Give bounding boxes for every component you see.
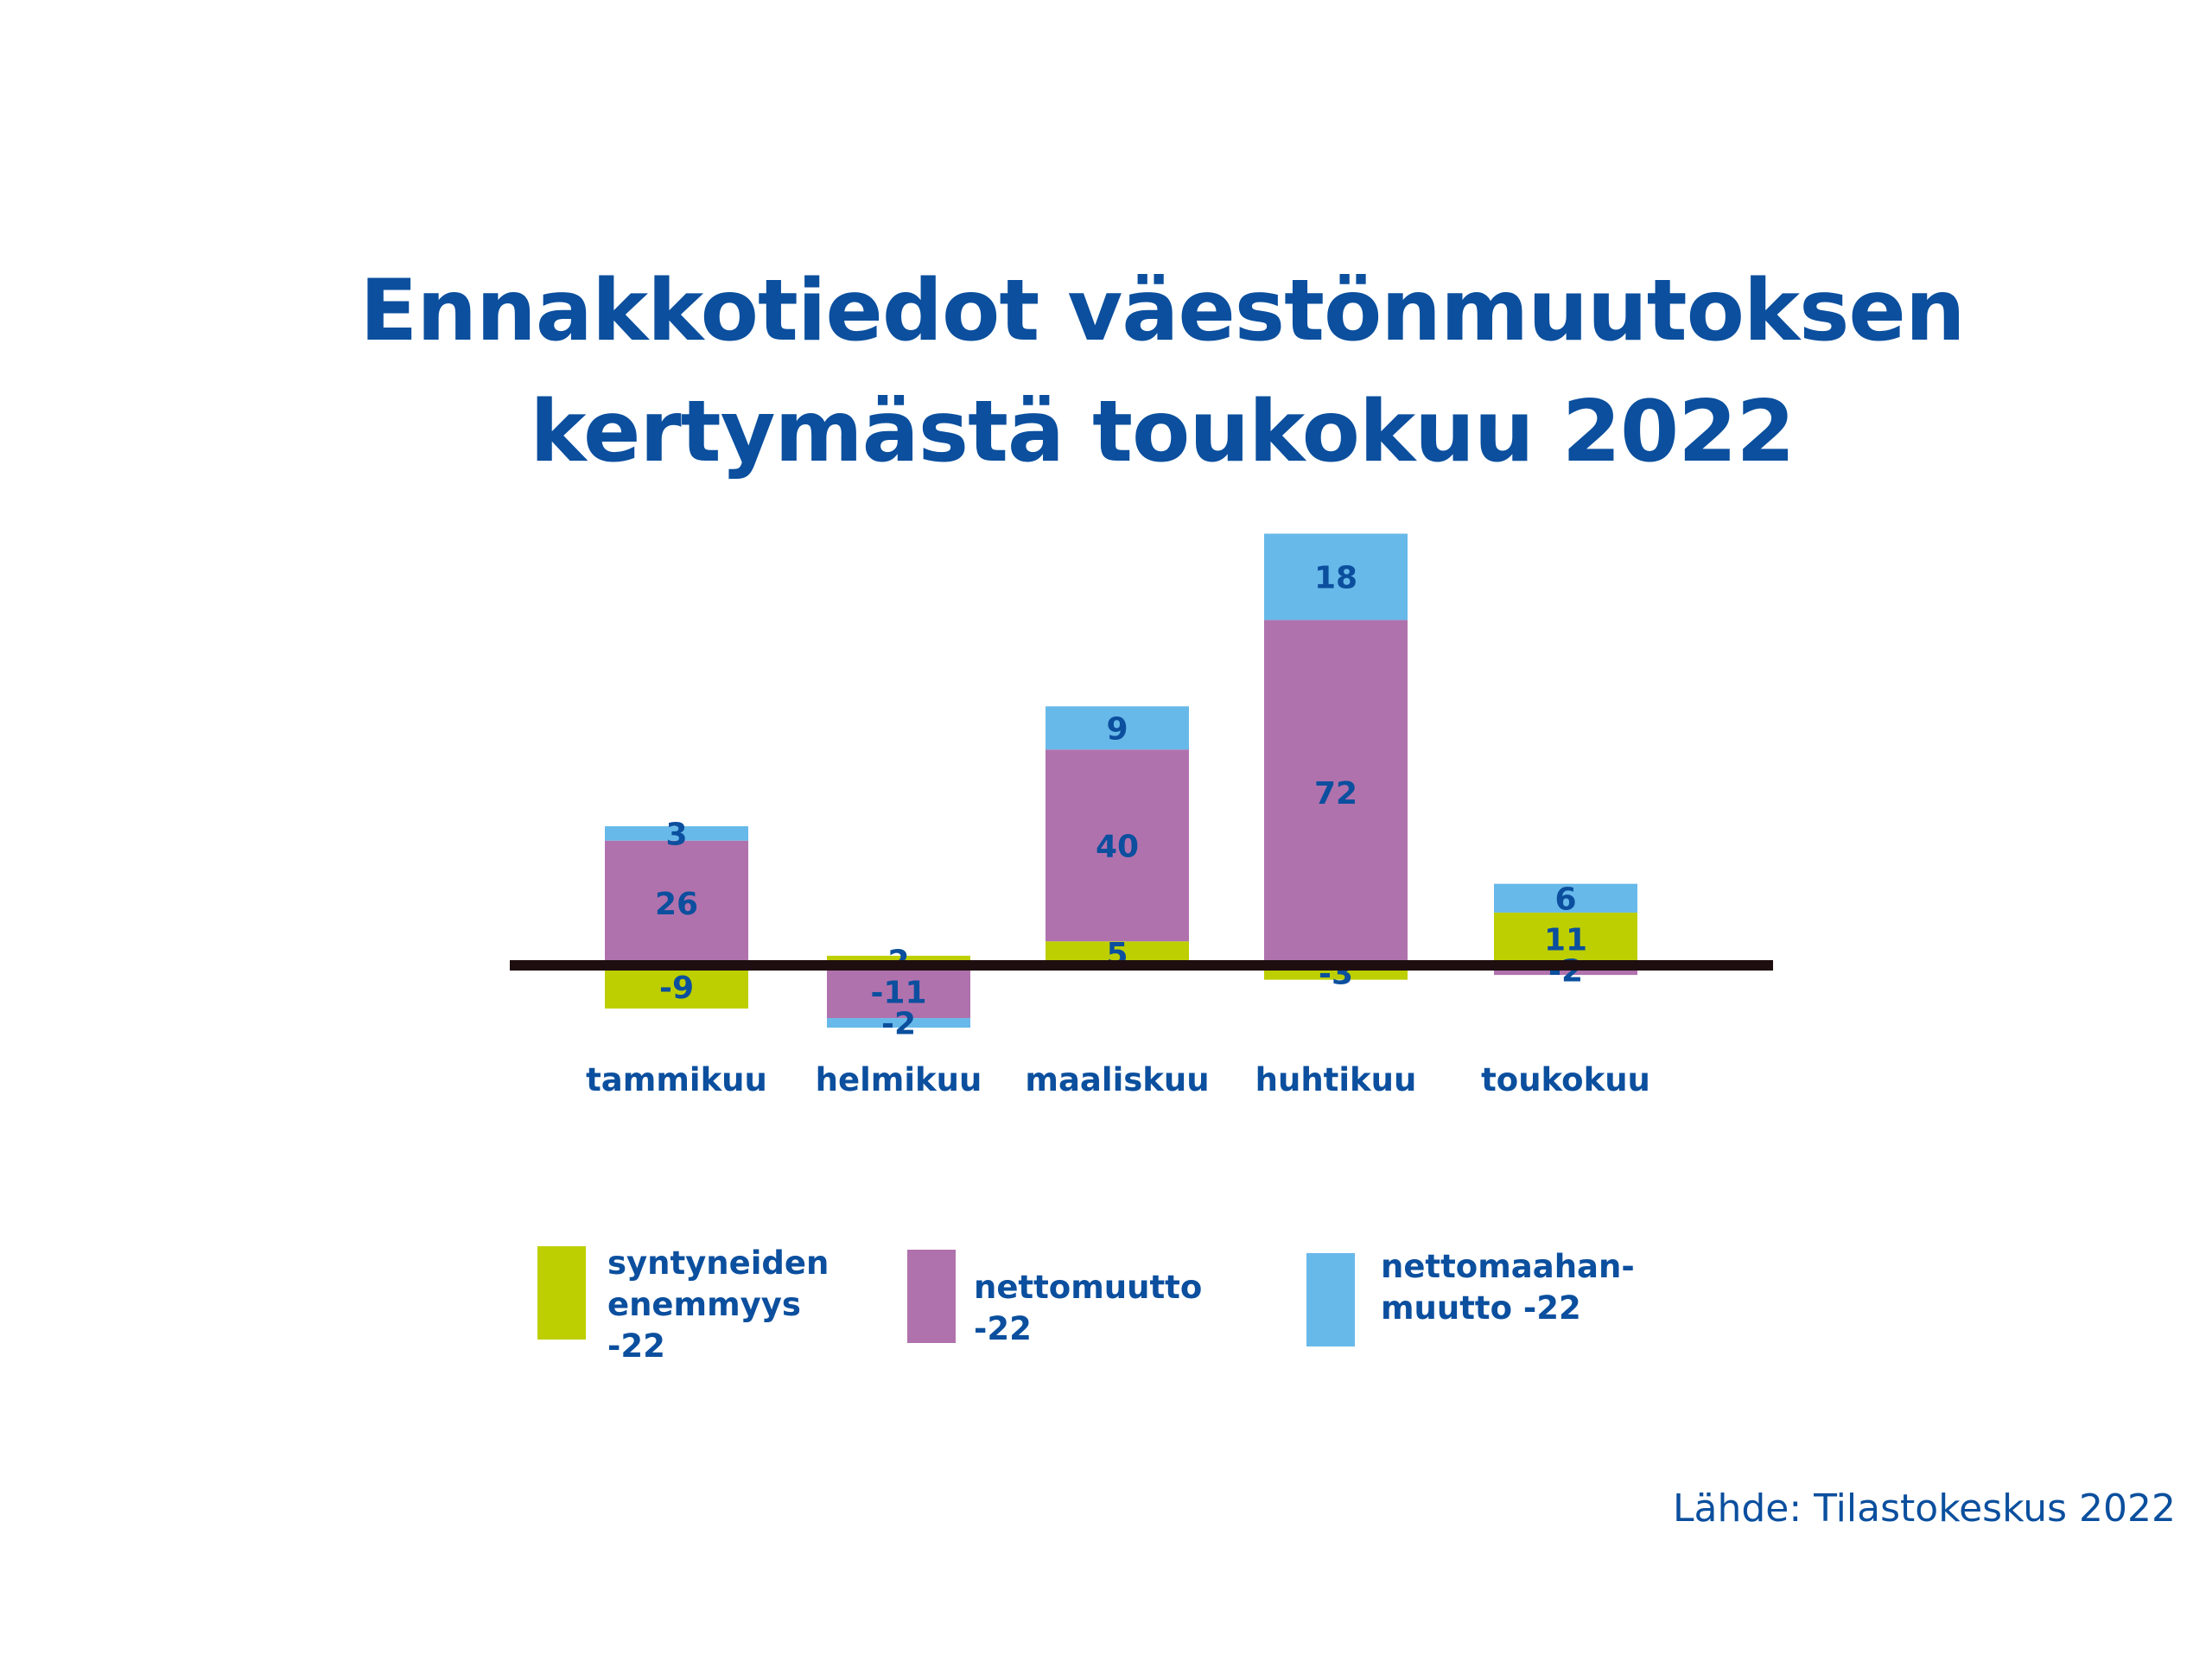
legend-label-nettomaahanmuutto: nettomaahan- muutto -22 [1381,1248,1635,1327]
bar-segment-syntyneiden-tammikuu [605,965,748,1009]
data-label-nettomaahanmuutto-tammikuu: 3 [665,817,687,852]
chart-title-line-1: Ennakkotiedot väestönmuutoksen [359,262,1965,360]
legend-label-syntyneiden: syntyneiden enemmyys -22 [607,1244,830,1365]
data-label-syntyneiden-toukokuu: 11 [1544,922,1587,958]
bar-segment-nettomaahanmuutto-toukokuu [1494,883,1637,913]
data-label-nettomaahanmuutto-helmikuu: -2 [881,1007,916,1042]
data-label-nettomuutto-maaliskuu: 40 [1096,829,1139,864]
bar-segment-nettomaahanmuutto-maaliskuu [1046,706,1189,750]
bar-segment-nettomaahanmuutto-tammikuu [605,826,748,841]
bar-segment-nettomaahanmuutto-helmikuu [827,1018,970,1028]
chart-title-line-2: kertymästä toukokuu 2022 [530,383,1795,481]
category-label-toukokuu: toukokuu [1481,1061,1650,1098]
category-label-tammikuu: tammikuu [586,1061,767,1098]
data-label-nettomaahanmuutto-maaliskuu: 9 [1106,711,1128,747]
category-label-huhtikuu: huhtikuu [1255,1061,1417,1098]
bar-segment-nettomuutto-maaliskuu [1046,749,1189,942]
legend-label-nettomuutto: nettomuutto -22 [974,1269,1203,1347]
data-label-syntyneiden-tammikuu: -9 [659,971,694,1006]
data-label-nettomaahanmuutto-huhtikuu: 18 [1314,560,1357,595]
legend-swatch-nettomuutto [907,1250,956,1343]
category-label-maaliskuu: maaliskuu [1025,1061,1209,1098]
data-label-nettomuutto-helmikuu: -11 [870,976,926,1011]
bar-segment-nettomuutto-helmikuu [827,965,970,1019]
bar-segment-nettomaahanmuutto-huhtikuu [1264,533,1408,621]
data-label-nettomuutto-toukokuu: -2 [1548,954,1583,990]
data-label-nettomuutto-huhtikuu: 72 [1314,776,1357,812]
legend-swatch-nettomaahanmuutto [1306,1253,1355,1346]
legend-swatch-syntyneiden [537,1246,586,1340]
data-label-nettomuutto-tammikuu: 26 [655,887,698,922]
chart-title: Ennakkotiedot väestönmuutoksen kertymäst… [0,251,2212,493]
bar-segment-syntyneiden-toukokuu [1494,912,1637,965]
bar-segment-nettomuutto-tammikuu [605,840,748,965]
bar-segment-nettomuutto-huhtikuu [1264,620,1408,965]
category-label-helmikuu: helmikuu [816,1061,982,1098]
source-note: Lähde: Tilastokeskus 2022 [1672,1486,2176,1531]
data-label-nettomaahanmuutto-toukokuu: 6 [1554,882,1576,917]
